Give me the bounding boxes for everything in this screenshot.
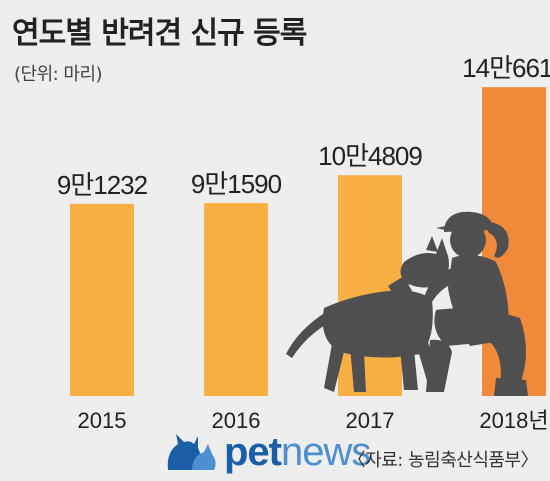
cat-dog-logo-icon	[167, 434, 216, 470]
value-label-2017: 10만4809	[318, 141, 422, 171]
unit-label: (단위: 마리)	[14, 64, 103, 85]
category-label-2018년: 2018년	[479, 408, 548, 433]
source-note: 〈자료: 농림축산식품부〉	[347, 450, 539, 471]
bar-2015	[70, 203, 134, 396]
bar-2016	[204, 203, 268, 396]
value-label-2015: 9만1232	[57, 170, 148, 200]
value-label-2018년: 14만6617	[462, 53, 550, 83]
category-label-2017: 2017	[346, 408, 395, 433]
category-label-2015: 2015	[78, 408, 127, 433]
value-label-2016: 9만1590	[191, 169, 282, 199]
page-title: 연도별 반려견 신규 등록	[12, 16, 307, 51]
logo-text: petnews	[224, 430, 371, 474]
petnews-logo: petnews	[164, 430, 371, 474]
person-with-dog-silhouette-icon	[286, 211, 528, 396]
category-label-2016: 2016	[212, 408, 261, 433]
